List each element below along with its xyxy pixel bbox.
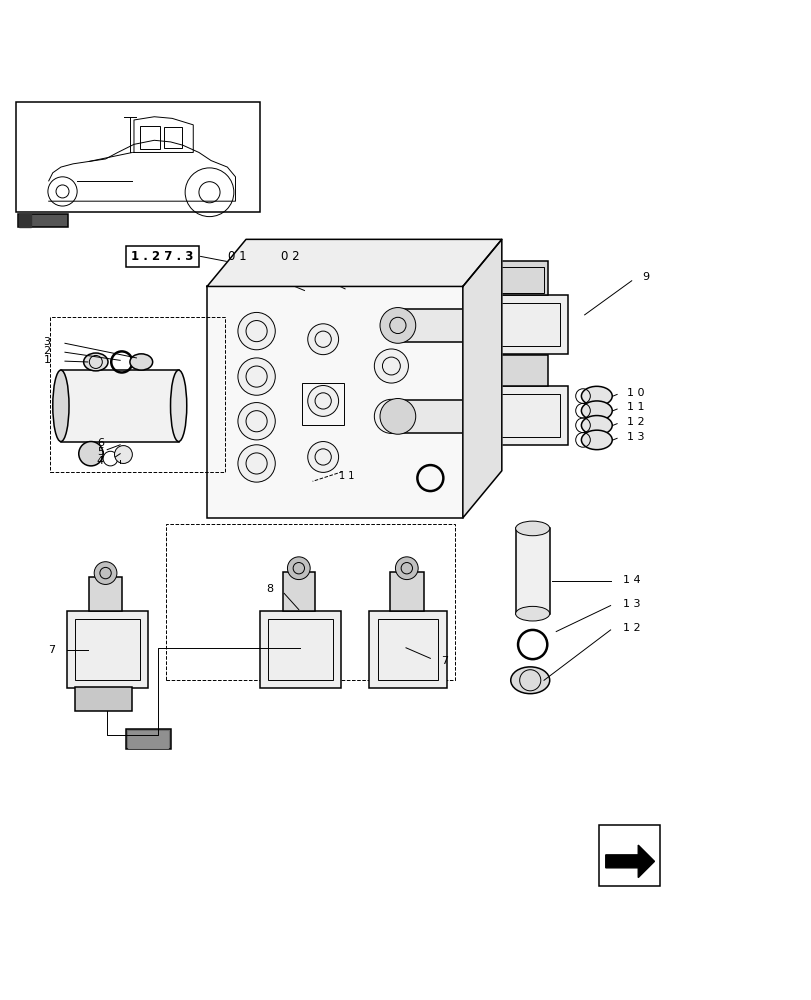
Polygon shape	[19, 214, 31, 227]
Polygon shape	[605, 845, 654, 878]
Bar	[268, 619, 333, 680]
Text: 6: 6	[97, 438, 104, 448]
Ellipse shape	[515, 606, 549, 621]
Circle shape	[238, 445, 275, 482]
Text: 0 2: 0 2	[281, 250, 299, 263]
Circle shape	[380, 398, 415, 434]
Text: 2: 2	[44, 346, 50, 356]
Ellipse shape	[581, 430, 611, 450]
Bar	[126, 729, 170, 749]
Circle shape	[114, 446, 132, 463]
Ellipse shape	[581, 416, 611, 435]
Text: 4: 4	[97, 456, 104, 466]
Ellipse shape	[581, 386, 611, 406]
Text: 1 1: 1 1	[339, 471, 354, 481]
Text: 1 0: 1 0	[626, 388, 644, 398]
Bar	[377, 619, 438, 680]
Bar	[474, 303, 560, 346]
Circle shape	[374, 399, 408, 433]
Bar	[128, 731, 168, 748]
Bar	[61, 370, 178, 442]
Circle shape	[307, 386, 338, 416]
Text: 7: 7	[49, 645, 55, 655]
Bar	[207, 286, 462, 518]
Ellipse shape	[515, 521, 549, 536]
Bar	[487, 355, 547, 386]
Circle shape	[238, 312, 275, 350]
Bar	[397, 400, 469, 433]
Circle shape	[307, 442, 338, 472]
Bar	[466, 386, 568, 445]
Text: 1 3: 1 3	[622, 599, 640, 609]
Circle shape	[380, 308, 415, 343]
Text: 1 4: 1 4	[622, 575, 640, 585]
Circle shape	[374, 349, 408, 383]
Bar	[16, 102, 260, 212]
Circle shape	[79, 442, 103, 466]
Bar	[89, 577, 122, 611]
Bar	[18, 214, 68, 227]
Bar	[67, 611, 148, 688]
Circle shape	[395, 557, 418, 580]
Text: 5: 5	[97, 447, 104, 457]
Polygon shape	[207, 239, 501, 286]
Bar	[139, 126, 160, 149]
Ellipse shape	[581, 401, 611, 420]
Bar	[515, 528, 549, 614]
Bar	[302, 383, 344, 425]
Circle shape	[238, 358, 275, 395]
Bar	[50, 317, 225, 472]
Bar	[474, 394, 560, 437]
Bar	[75, 619, 139, 680]
Text: 8: 8	[266, 584, 272, 594]
Circle shape	[94, 562, 117, 584]
Text: 1 2: 1 2	[626, 417, 644, 427]
Circle shape	[287, 557, 310, 580]
Bar	[466, 295, 568, 354]
Bar	[491, 267, 543, 293]
Ellipse shape	[170, 370, 187, 442]
Text: 1 1: 1 1	[626, 402, 644, 412]
Bar	[166, 524, 454, 680]
Text: 0 1: 0 1	[228, 250, 246, 263]
Text: 1 . 2 7 . 3: 1 . 2 7 . 3	[131, 250, 193, 263]
Ellipse shape	[510, 667, 549, 694]
Bar	[126, 246, 199, 267]
Bar	[397, 309, 469, 342]
Circle shape	[238, 403, 275, 440]
Bar	[487, 261, 547, 295]
Text: 3: 3	[44, 337, 50, 347]
Bar	[282, 572, 315, 611]
Text: 7: 7	[441, 656, 448, 666]
Bar	[369, 611, 446, 688]
Bar	[75, 687, 131, 711]
Circle shape	[307, 324, 338, 355]
Bar	[599, 825, 659, 886]
Ellipse shape	[130, 354, 152, 370]
Text: 9: 9	[642, 272, 648, 282]
Text: 1: 1	[44, 355, 50, 365]
Bar	[260, 611, 341, 688]
Ellipse shape	[84, 353, 108, 371]
Bar	[164, 127, 182, 148]
Ellipse shape	[53, 370, 69, 442]
Polygon shape	[462, 239, 501, 518]
Text: 1 3: 1 3	[626, 432, 644, 442]
Bar	[389, 572, 423, 611]
Text: 1 2: 1 2	[622, 623, 640, 633]
